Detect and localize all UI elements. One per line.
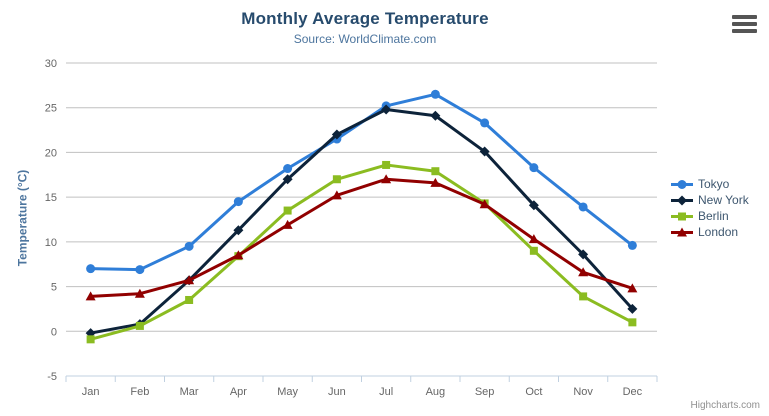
svg-text:-5: -5 — [47, 371, 57, 383]
chart-subtitle: Source: WorldClimate.com — [293, 32, 437, 46]
legend-label-tokyo: Tokyo — [698, 177, 730, 191]
series-new-york — [85, 104, 638, 339]
series-london — [85, 174, 638, 301]
berlin-series-marker-icon — [671, 212, 693, 220]
svg-text:5: 5 — [51, 282, 57, 294]
highcharts-credits-link[interactable]: Highcharts.com — [690, 400, 760, 411]
tokyo-series-marker-icon — [671, 179, 693, 189]
legend-item-tokyo[interactable]: Tokyo — [671, 176, 749, 192]
svg-text:30: 30 — [45, 58, 57, 70]
legend-item-new-york[interactable]: New York — [671, 192, 749, 208]
svg-text:20: 20 — [45, 147, 57, 159]
svg-text:Mar: Mar — [180, 386, 199, 398]
svg-text:Apr: Apr — [230, 386, 247, 398]
svg-text:10: 10 — [45, 237, 57, 249]
svg-text:Oct: Oct — [525, 386, 542, 398]
legend-label-berlin: Berlin — [698, 209, 729, 223]
london-series-marker-icon — [671, 227, 693, 236]
legend-label-london: London — [698, 225, 739, 239]
svg-text:Feb: Feb — [130, 386, 149, 398]
svg-text:Jul: Jul — [379, 386, 393, 398]
legend: Tokyo New York Berlin London — [671, 176, 749, 240]
series-tokyo — [86, 89, 637, 275]
legend-item-berlin[interactable]: Berlin — [671, 208, 749, 224]
svg-text:Dec: Dec — [623, 386, 643, 398]
svg-text:May: May — [277, 386, 298, 398]
hamburger-icon — [732, 22, 757, 26]
legend-item-london[interactable]: London — [671, 224, 749, 240]
hamburger-icon — [732, 29, 757, 33]
svg-text:Jan: Jan — [82, 386, 100, 398]
svg-text:15: 15 — [45, 192, 57, 204]
svg-text:Aug: Aug — [426, 386, 446, 398]
svg-text:Nov: Nov — [573, 386, 593, 398]
export-menu-button[interactable] — [732, 15, 757, 36]
chart-title: Monthly Average Temperature — [241, 9, 489, 28]
svg-text:Sep: Sep — [475, 386, 495, 398]
svg-text:0: 0 — [51, 326, 57, 338]
svg-text:Jun: Jun — [328, 386, 346, 398]
new-york-series-marker-icon — [671, 195, 693, 205]
legend-label-new-york: New York — [698, 193, 749, 207]
svg-text:25: 25 — [45, 103, 57, 115]
hamburger-icon — [732, 15, 757, 19]
